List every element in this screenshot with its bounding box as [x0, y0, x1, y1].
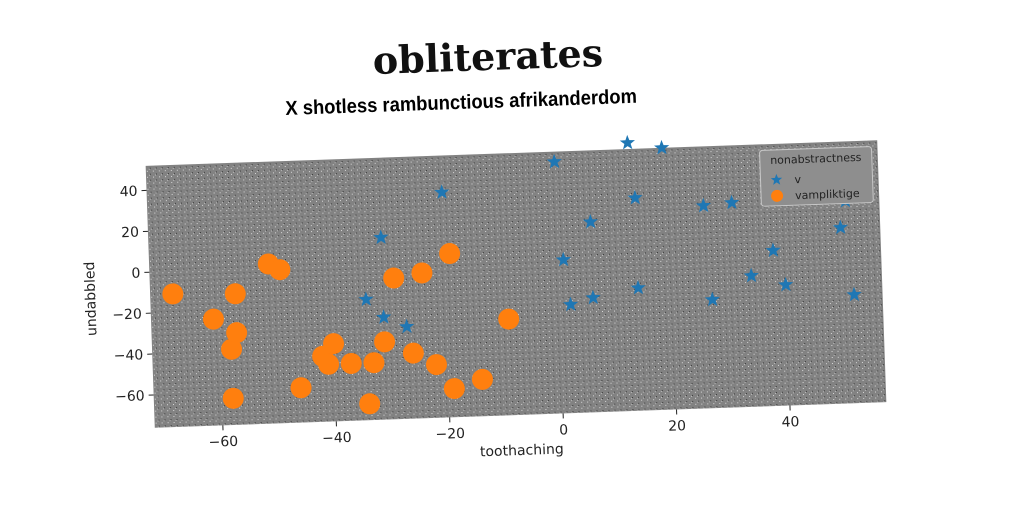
y-tick-label: 0 — [131, 266, 140, 282]
x-tick-label: 0 — [559, 422, 568, 438]
x-tick-label: −60 — [208, 434, 238, 451]
y-tick-label: −20 — [112, 306, 142, 323]
y-tick-label: 40 — [119, 184, 137, 201]
legend-label-vampliktige: vampliktige — [795, 187, 860, 202]
legend-label-v: v — [794, 173, 801, 186]
y-tick-label: −40 — [113, 347, 143, 364]
x-tick-label: 20 — [668, 418, 686, 435]
y-axis-label: undabbled — [82, 261, 101, 336]
y-axis: −60 −40 −20 0 20 40 — [108, 183, 154, 405]
point-v — [620, 135, 636, 150]
x-tick-label: −40 — [322, 430, 352, 447]
x-tick-label: 40 — [781, 414, 799, 431]
y-tick-label: 20 — [121, 225, 139, 242]
y-tick-label: −60 — [115, 388, 145, 405]
x-axis-label: toothaching — [480, 441, 564, 460]
x-tick-label: −20 — [435, 426, 465, 443]
plot-area: −60 −40 −20 0 20 40 −60 −40 −20 0 20 40 toothachin… — [78, 126, 888, 474]
